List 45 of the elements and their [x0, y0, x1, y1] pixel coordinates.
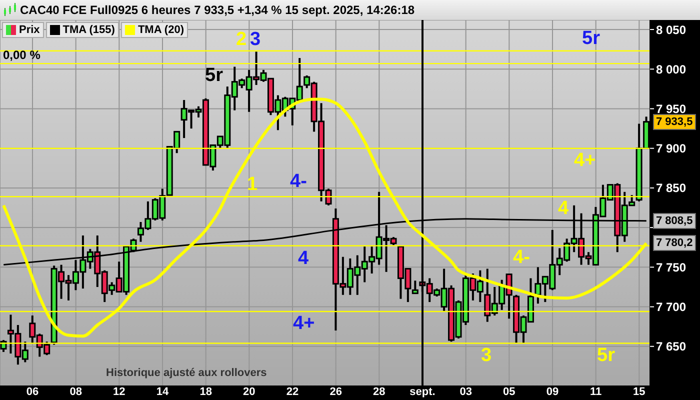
- y-tick-label: 7 650: [656, 340, 686, 354]
- annotation: 7 780,2: [653, 235, 696, 252]
- legend-label: TMA (155): [62, 24, 115, 36]
- x-tick-label: 03: [460, 386, 472, 398]
- x-tick-label: 06: [26, 386, 39, 398]
- y-tick-label: 7 950: [656, 102, 686, 116]
- annotation: 7 933,5: [653, 114, 696, 130]
- y-tick-label: 7 850: [656, 181, 686, 196]
- legend-label: Prix: [19, 24, 40, 36]
- annotation: 0,00 %: [3, 48, 40, 62]
- y-tick-label: 7 750: [656, 260, 686, 274]
- x-tick-label: 11: [590, 386, 602, 398]
- annotation: 2: [236, 29, 247, 50]
- annotation: 4-: [290, 171, 307, 192]
- annotation: 5r: [582, 28, 600, 49]
- x-tick-label: 15: [633, 386, 646, 398]
- legend-label: TMA (20): [138, 24, 184, 36]
- y-tick-label: 7 700: [656, 300, 686, 314]
- y-tick-label: 8 050: [656, 22, 686, 37]
- x-tick-label: 08: [70, 386, 82, 398]
- annotation: 1: [247, 174, 258, 195]
- x-tick-label: 05: [503, 386, 516, 398]
- annotation: 3: [250, 29, 261, 50]
- annotation: 5r: [205, 65, 223, 86]
- annotation: 5r: [597, 345, 615, 366]
- x-tick-label: 12: [113, 386, 126, 398]
- chart-title: CAC40 FCE Full0925 6 heures 7 933,5 +1,34 % 15 sept. 2025, 14:26:18: [20, 3, 415, 17]
- x-tick-label: 22: [286, 386, 299, 398]
- x-tick-label: 18: [200, 386, 212, 398]
- annotation: 4+: [293, 313, 315, 334]
- annotation: 3: [481, 345, 492, 366]
- annotation: 4-: [513, 247, 530, 268]
- annotation: 4: [558, 198, 569, 219]
- x-tick-label: sept.: [410, 386, 436, 398]
- annotation: 7 808,5: [653, 212, 696, 229]
- x-tick-label: 20: [243, 386, 256, 398]
- x-tick-label: 26: [330, 386, 342, 398]
- annotation: 4: [298, 248, 309, 269]
- annotation: Historique ajusté aux rollovers: [106, 367, 267, 379]
- annotation: 4+: [574, 150, 596, 171]
- x-tick-label: 28: [373, 386, 386, 398]
- x-tick-label: 09: [546, 386, 559, 398]
- y-tick-label: 7 900: [656, 142, 686, 156]
- y-tick-label: 8 000: [656, 62, 686, 76]
- x-tick-label: 14: [156, 386, 170, 398]
